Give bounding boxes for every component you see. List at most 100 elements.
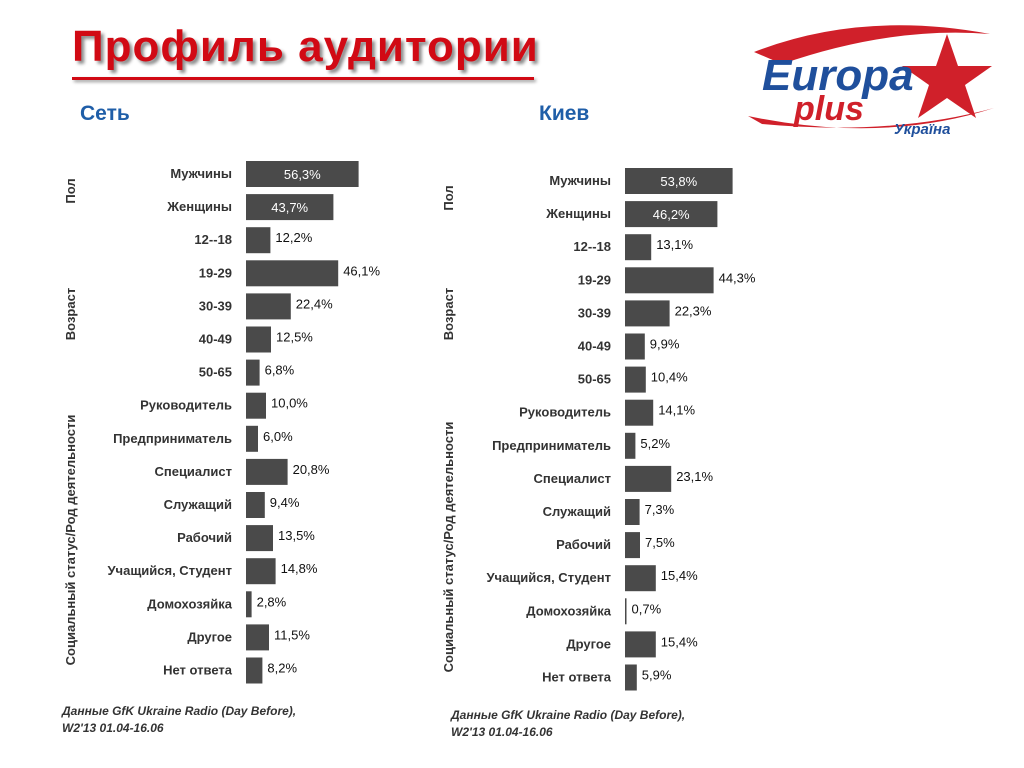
category-label: Служащий bbox=[543, 504, 611, 519]
logo-text-europa: Europa bbox=[762, 51, 914, 100]
bar bbox=[246, 194, 334, 221]
bar bbox=[625, 631, 656, 658]
bar bbox=[246, 624, 269, 651]
category-label: Рабочий bbox=[177, 530, 232, 545]
bar bbox=[246, 359, 260, 386]
category-label: Нет ответа bbox=[163, 663, 233, 678]
data-label: 2,8% bbox=[257, 594, 287, 609]
data-label: 9,9% bbox=[650, 337, 680, 352]
data-label: 0,7% bbox=[632, 601, 662, 616]
category-label: 30-39 bbox=[199, 298, 232, 313]
bar bbox=[246, 161, 359, 187]
category-label: Предприниматель bbox=[492, 438, 611, 453]
bar bbox=[625, 432, 636, 459]
bar bbox=[246, 657, 263, 684]
data-label: 14,1% bbox=[658, 403, 695, 418]
data-label: 13,5% bbox=[278, 528, 315, 543]
data-label: 15,4% bbox=[661, 568, 698, 583]
bar bbox=[246, 260, 339, 287]
bar bbox=[246, 458, 288, 485]
group-label: Социальный статус/Род деятельности bbox=[441, 422, 456, 673]
source-note-set: Данные GfK Ukraine Radio (Day Before), W… bbox=[62, 703, 296, 737]
bar bbox=[246, 392, 266, 419]
bar-chart-0: Мужчины 56,3% Женщины 43,7% 12--18 12,2% 19-29… bbox=[63, 161, 381, 684]
bar bbox=[246, 293, 291, 320]
logo-text-plus: plus bbox=[793, 90, 864, 128]
bar bbox=[625, 664, 637, 691]
logo-swoosh bbox=[748, 25, 994, 129]
data-label: 46,1% bbox=[343, 263, 380, 278]
group-label: Пол bbox=[63, 178, 78, 203]
data-label: 13,1% bbox=[656, 237, 693, 252]
page-title: Профиль аудитории bbox=[72, 22, 539, 71]
category-label: Мужчины bbox=[549, 173, 611, 188]
category-label: Мужчины bbox=[170, 166, 232, 181]
bar bbox=[625, 300, 670, 327]
data-label: 23,1% bbox=[676, 469, 713, 484]
data-label: 6,0% bbox=[263, 429, 293, 444]
data-label: 46,2% bbox=[653, 207, 690, 222]
data-label: 14,8% bbox=[281, 561, 318, 576]
chart-title-set: Сеть bbox=[80, 102, 130, 125]
data-label: 12,5% bbox=[276, 330, 313, 345]
bar bbox=[246, 326, 271, 353]
data-label: 20,8% bbox=[293, 462, 330, 477]
category-label: Другое bbox=[566, 636, 611, 651]
category-label: 30-39 bbox=[578, 305, 611, 320]
bar bbox=[246, 492, 265, 518]
category-label: Учащийся, Студент bbox=[107, 563, 232, 578]
category-label: Женщины bbox=[166, 199, 232, 214]
logo-star-icon bbox=[902, 34, 992, 118]
category-label: Специалист bbox=[533, 471, 611, 486]
group-label: Возраст bbox=[63, 288, 78, 340]
data-label: 7,3% bbox=[645, 502, 675, 517]
data-label: 5,2% bbox=[640, 436, 670, 451]
bar bbox=[625, 532, 640, 559]
category-label: 50-65 bbox=[199, 365, 232, 380]
category-label: Женщины bbox=[545, 206, 611, 221]
data-label: 10,4% bbox=[651, 370, 688, 385]
data-label: 53,8% bbox=[660, 174, 697, 189]
data-label: 56,3% bbox=[284, 167, 321, 182]
data-label: 7,5% bbox=[645, 535, 675, 550]
bar bbox=[246, 425, 258, 452]
data-label: 15,4% bbox=[661, 634, 698, 649]
bar bbox=[246, 591, 252, 618]
bar bbox=[625, 366, 646, 393]
category-label: 40-49 bbox=[199, 332, 232, 347]
bar bbox=[625, 598, 627, 625]
category-label: Нет ответа bbox=[542, 670, 612, 685]
category-label: 50-65 bbox=[578, 372, 611, 387]
source-line-2: W2'13 01.04-16.06 bbox=[62, 721, 164, 735]
bar bbox=[625, 399, 654, 426]
bar bbox=[246, 525, 273, 552]
category-label: Другое bbox=[187, 629, 232, 644]
source-line-2: W2'13 01.04-16.06 bbox=[451, 725, 553, 739]
data-label: 12,2% bbox=[275, 230, 312, 245]
category-label: 12--18 bbox=[573, 239, 611, 254]
source-line-1: Данные GfK Ukraine Radio (Day Before), bbox=[451, 708, 686, 722]
source-note-kiev: Данные GfK Ukraine Radio (Day Before), W… bbox=[451, 707, 685, 741]
data-label: 44,3% bbox=[719, 270, 756, 285]
category-label: 19-29 bbox=[578, 272, 611, 287]
data-label: 6,8% bbox=[265, 363, 295, 378]
data-label: 22,3% bbox=[675, 303, 712, 318]
data-label: 5,9% bbox=[642, 668, 672, 683]
category-label: Служащий bbox=[164, 497, 232, 512]
category-label: Специалист bbox=[154, 464, 232, 479]
data-label: 8,2% bbox=[267, 661, 297, 676]
bar bbox=[625, 465, 672, 492]
data-label: 10,0% bbox=[271, 396, 308, 411]
category-label: 12--18 bbox=[194, 232, 232, 247]
bar bbox=[625, 234, 652, 261]
category-label: 40-49 bbox=[578, 339, 611, 354]
category-label: Домохозяйка bbox=[147, 596, 232, 611]
bar bbox=[625, 168, 733, 194]
data-label: 9,4% bbox=[270, 495, 300, 510]
category-label: 19-29 bbox=[199, 265, 232, 280]
group-label: Пол bbox=[441, 185, 456, 210]
chart-title-kiev: Киев bbox=[539, 102, 590, 125]
source-line-1: Данные GfK Ukraine Radio (Day Before), bbox=[62, 704, 297, 718]
category-label: Учащийся, Студент bbox=[486, 570, 611, 585]
category-label: Руководитель bbox=[140, 398, 232, 413]
